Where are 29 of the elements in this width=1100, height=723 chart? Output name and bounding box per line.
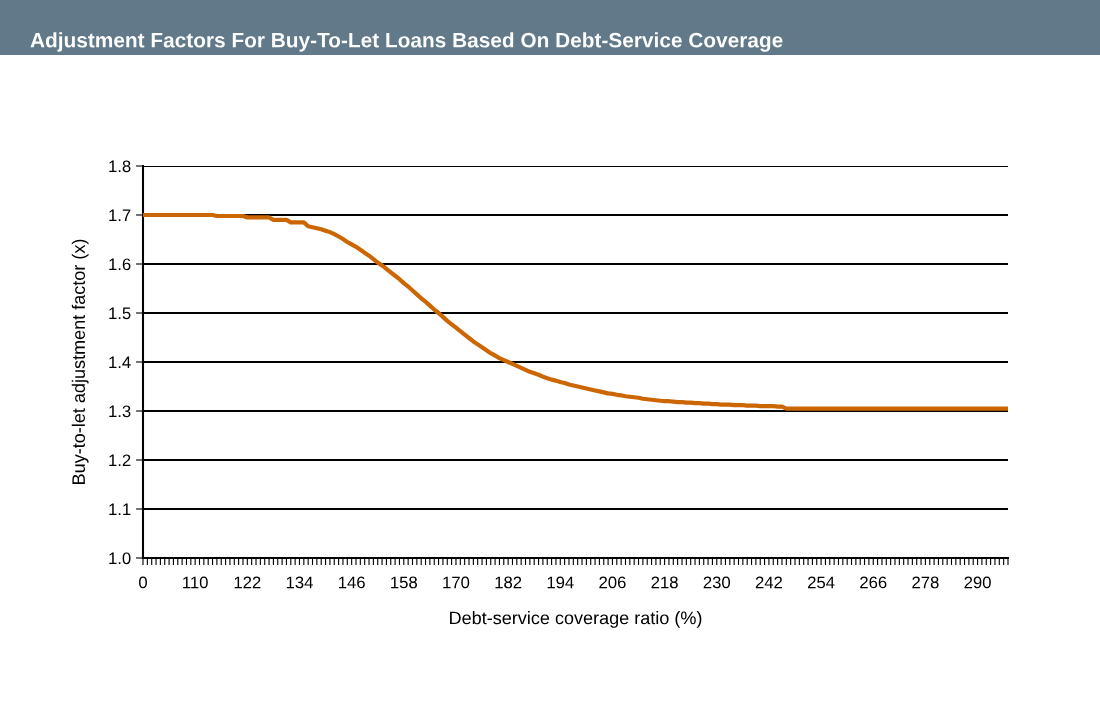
y-tick-label: 1.2: [109, 454, 131, 467]
y-tick-label: 1.6: [109, 258, 131, 271]
x-tick-label: 170: [443, 576, 470, 589]
x-axis-title: Debt-service coverage ratio (%): [450, 611, 702, 628]
y-tick-label: 1.1: [109, 503, 131, 516]
x-tick-label: 266: [860, 576, 887, 589]
y-axis-title: Buy-to-let adjustment factor (x): [71, 239, 89, 484]
y-tick-label: 1.8: [109, 160, 131, 173]
x-tick-label: 194: [547, 576, 574, 589]
y-tick-label: 1.7: [109, 209, 131, 222]
x-tick-label: 0: [139, 576, 147, 589]
x-tick-label: 158: [391, 576, 417, 589]
x-tick-label: 290: [964, 576, 991, 589]
x-tick-label: 122: [234, 576, 261, 589]
x-tick-label: 278: [912, 576, 939, 589]
x-tick-label: 134: [286, 576, 313, 589]
y-tick-label: 1.3: [109, 405, 131, 418]
x-tick-label: 206: [599, 576, 626, 589]
y-tick-label: 1.0: [109, 552, 131, 565]
chart-title: Adjustment Factors For Buy-To-Let Loans Based On Debt-Service Coverage: [30, 32, 783, 52]
x-tick-label: 218: [651, 576, 678, 589]
x-tick-label: 146: [339, 576, 365, 589]
y-tick-label: 1.4: [109, 356, 131, 369]
x-tick-label: 230: [703, 576, 731, 589]
x-tick-label: 182: [495, 576, 522, 589]
x-tick-label: 254: [808, 576, 835, 589]
y-tick-label: 1.5: [109, 307, 131, 320]
x-tick-label: 242: [755, 576, 782, 589]
x-tick-label: 110: [183, 576, 208, 589]
